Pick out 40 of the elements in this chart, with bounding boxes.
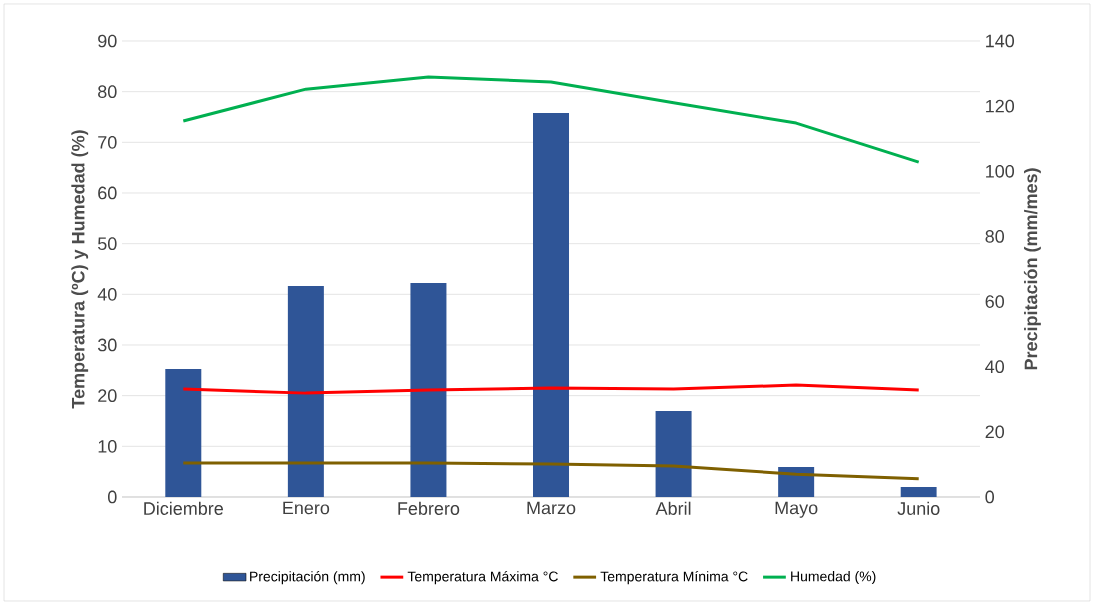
bar xyxy=(778,467,815,497)
x-tick-label: Marzo xyxy=(527,501,576,515)
y2-tick-label: 40 xyxy=(985,360,1005,374)
x-tick-label: Enero xyxy=(283,501,330,515)
y2-axis-title: Precipitación (mm/mes) xyxy=(1023,168,1041,370)
line-series xyxy=(181,75,921,164)
y2-tick-label: 80 xyxy=(985,230,1005,243)
y2-tick-label: 0 xyxy=(985,490,995,504)
bar xyxy=(900,486,937,497)
y-tick-label: 80 xyxy=(98,85,117,99)
y-tick-label: 60 xyxy=(98,186,117,200)
y-tick-label: 70 xyxy=(98,135,117,149)
bar xyxy=(165,368,202,497)
y2-tick-label: 140 xyxy=(986,34,1015,48)
y2-tick-label: 100 xyxy=(986,164,1015,178)
y-tick-label: 90 xyxy=(98,34,117,48)
y-axis-title: Temperatura (ºC) y Humedad (%) xyxy=(71,130,89,409)
legend-label: Temperatura Máxima °C xyxy=(407,570,558,585)
y-tick-label: 10 xyxy=(98,439,117,453)
y2-tick-label: 60 xyxy=(985,295,1005,308)
line-series xyxy=(181,383,921,395)
legend-label: Temperatura Mínima °C xyxy=(600,570,748,585)
y2-tick-label: 20 xyxy=(985,425,1005,439)
y-tick-label: 0 xyxy=(108,490,117,504)
bar xyxy=(287,285,324,497)
x-tick-label: Diciembre xyxy=(144,501,223,515)
x-tick-label: Abril xyxy=(655,501,691,515)
x-tick-label: Junio xyxy=(897,501,940,515)
y-tick-label: 50 xyxy=(97,237,117,251)
legend-label: Precipitación (mm) xyxy=(250,570,365,585)
bar xyxy=(410,282,447,497)
y-tick-label: 30 xyxy=(97,338,117,352)
y-tick-label: 40 xyxy=(97,287,117,301)
bar xyxy=(655,411,692,497)
x-tick-label: Febrero xyxy=(398,501,460,515)
y2-tick-label: 120 xyxy=(986,99,1015,113)
bar xyxy=(533,112,570,497)
legend-label: Humedad (%) xyxy=(791,571,876,585)
y-tick-label: 20 xyxy=(98,389,117,403)
x-tick-label: Mayo xyxy=(775,501,818,518)
